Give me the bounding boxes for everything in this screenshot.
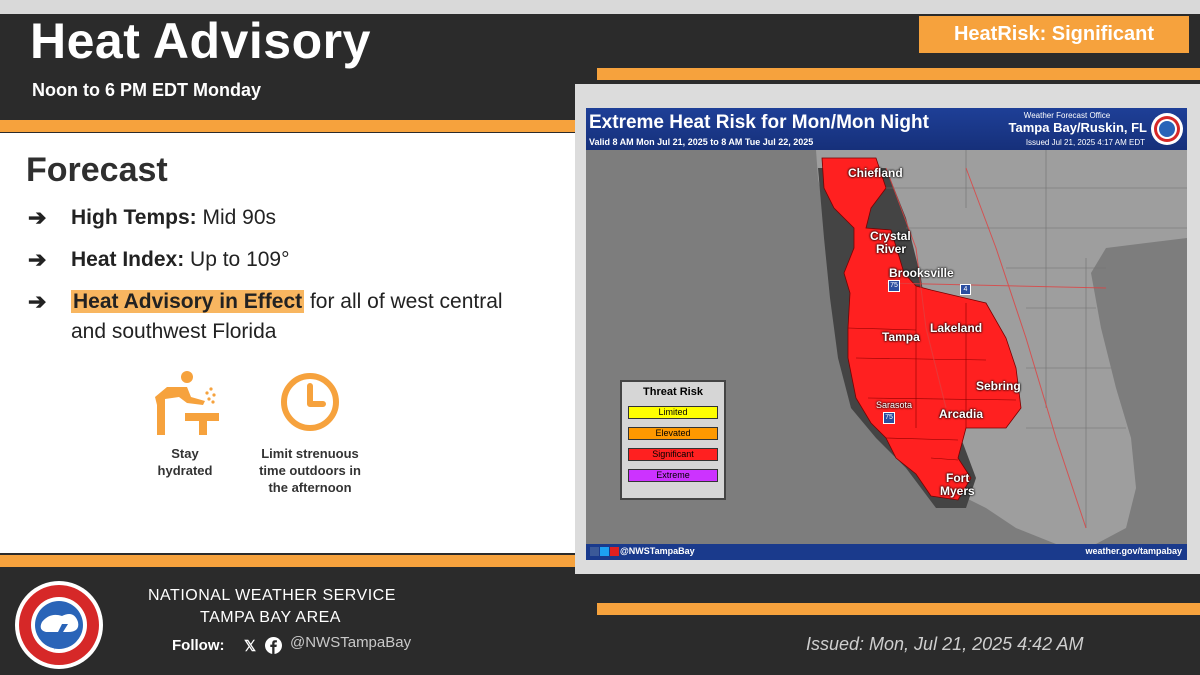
bullet-label: High Temps: bbox=[71, 206, 197, 229]
arrow-icon: ➔ bbox=[28, 247, 47, 272]
advisory-highlight: Heat Advisory in Effect bbox=[71, 290, 305, 313]
bullet-label: Heat Index: bbox=[71, 248, 185, 271]
city-label: Lakeland bbox=[930, 321, 983, 335]
bullet-value-line2: and southwest Florida bbox=[71, 320, 277, 343]
tip-hydrate: Stay hydrated bbox=[140, 371, 230, 479]
map-wfo-label: Weather Forecast Office bbox=[1023, 111, 1111, 120]
facebook-icon[interactable] bbox=[265, 637, 282, 654]
map-office: Tampa Bay/Ruskin, FL bbox=[1008, 120, 1147, 135]
legend-item-elevated: Elevated bbox=[628, 427, 718, 440]
legend-title: Threat Risk bbox=[643, 386, 703, 398]
city-label: Brooksville bbox=[889, 266, 954, 280]
accent-stripe-top-right bbox=[597, 68, 1200, 80]
accent-stripe-bottom-right bbox=[597, 603, 1200, 615]
nws-logo-small-icon bbox=[1151, 113, 1183, 145]
city-label: Sebring bbox=[976, 379, 1021, 393]
city-label: Chiefland bbox=[848, 166, 903, 180]
tip-caption: Limit strenuous time outdoors in the aft… bbox=[259, 446, 361, 495]
nws-logo-icon bbox=[15, 581, 103, 669]
city-label: Myers bbox=[940, 484, 975, 498]
clock-icon bbox=[281, 373, 339, 431]
map-valid-time: Valid 8 AM Mon Jul 21, 2025 to 8 AM Tue … bbox=[589, 137, 814, 147]
drinking-fountain-icon bbox=[155, 371, 219, 435]
heatrisk-badge: HeatRisk: Significant bbox=[919, 16, 1189, 53]
threat-risk-legend: Threat Risk Limited Elevated Significant… bbox=[620, 380, 726, 500]
page-subtitle: Noon to 6 PM EDT Monday bbox=[32, 80, 261, 100]
twitter-icon bbox=[600, 547, 609, 556]
page-title: Heat Advisory bbox=[30, 13, 371, 69]
top-edge bbox=[0, 0, 1200, 14]
legend-item-significant: Significant bbox=[628, 448, 718, 461]
forecast-heading: Forecast bbox=[26, 151, 168, 189]
arrow-icon: ➔ bbox=[28, 289, 47, 314]
city-label: River bbox=[876, 242, 907, 256]
city-label: Tampa bbox=[882, 330, 920, 344]
tip-limit-outdoors: Limit strenuous time outdoors in the aft… bbox=[250, 371, 370, 496]
legend-item-extreme: Extreme bbox=[628, 469, 718, 482]
interstate-shield-icon: 75 bbox=[888, 280, 900, 292]
x-icon[interactable]: 𝕏 bbox=[244, 638, 257, 655]
follow-label: Follow: bbox=[172, 637, 225, 654]
youtube-icon bbox=[610, 547, 619, 556]
social-handle[interactable]: @NWSTampaBay bbox=[290, 634, 412, 651]
city-label: Sarasota bbox=[876, 400, 913, 410]
facebook-icon bbox=[590, 547, 599, 556]
arrow-icon: ➔ bbox=[28, 205, 47, 230]
map-footer-handle: @NWSTampaBay bbox=[620, 546, 695, 556]
city-label: Arcadia bbox=[939, 407, 984, 421]
map-issued: Issued Jul 21, 2025 4:17 AM EDT bbox=[1025, 138, 1145, 147]
accent-stripe-bottom-left bbox=[0, 555, 575, 567]
bullet-value: Mid 90s bbox=[202, 206, 276, 229]
map-footer: @NWSTampaBay weather.gov/tampabay bbox=[586, 544, 1187, 560]
bullet-value: for all of west central bbox=[309, 290, 503, 313]
heat-risk-map: Extreme Heat Risk for Mon/Mon Night Vali… bbox=[586, 108, 1187, 560]
city-label: Crystal bbox=[870, 229, 911, 243]
map-title: Extreme Heat Risk for Mon/Mon Night bbox=[589, 112, 929, 133]
accent-stripe-top-left bbox=[0, 120, 580, 132]
issued-timestamp: Issued: Mon, Jul 21, 2025 4:42 AM bbox=[806, 634, 1084, 654]
agency-name: NATIONAL WEATHER SERVICE bbox=[148, 587, 396, 604]
forecast-panel: Forecast ➔ High Temps: Mid 90s ➔ Heat In… bbox=[0, 133, 575, 553]
map-footer-url: weather.gov/tampabay bbox=[1085, 546, 1182, 556]
agency-area: TAMPA BAY AREA bbox=[200, 609, 341, 626]
interstate-shield-icon: 75 bbox=[883, 412, 895, 424]
interstate-shield-icon: 4 bbox=[960, 284, 971, 295]
legend-item-limited: Limited bbox=[628, 406, 718, 419]
city-label: Fort bbox=[946, 471, 970, 485]
tip-caption: Stay hydrated bbox=[157, 446, 213, 478]
map-header: Extreme Heat Risk for Mon/Mon Night Vali… bbox=[586, 108, 1187, 150]
bullet-value: Up to 109° bbox=[190, 248, 290, 271]
